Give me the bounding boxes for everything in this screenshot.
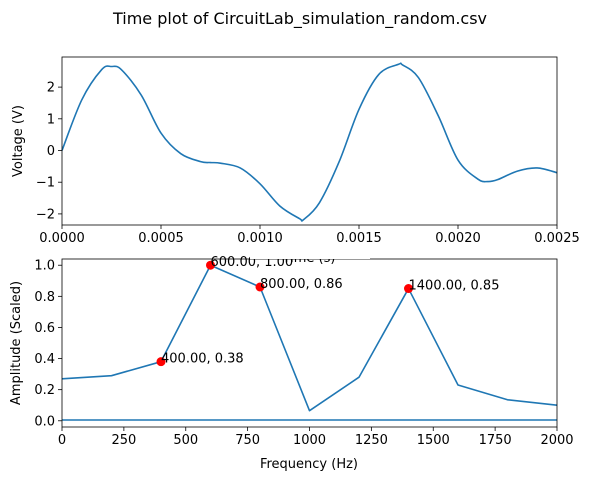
time-plot-series bbox=[61, 62, 558, 222]
frequency-plot-xtick-label: 750 bbox=[235, 433, 260, 448]
time-plot: 0.0000 0.0005 0.0010 0.0015 0.0020 0.0025 2 1 0 −… bbox=[11, 56, 580, 246]
time-plot-frame bbox=[61, 56, 558, 226]
frequency-plot-ytick-label: 1.0 bbox=[34, 259, 55, 274]
time-plot-xtick-label: 0.0010 bbox=[237, 231, 283, 246]
time-plot-ytick-label: 0 bbox=[47, 144, 55, 159]
time-plot-ytick-label: −1 bbox=[36, 176, 55, 191]
time-plot-ylabel: Voltage (V) bbox=[11, 105, 26, 177]
frequency-plot-ytick-label: 0.4 bbox=[34, 352, 55, 367]
frequency-plot-xtick-label: 500 bbox=[173, 433, 198, 448]
frequency-plot-ytick-label: 0.8 bbox=[34, 290, 55, 305]
frequency-plot-series-line-0 bbox=[61, 264, 558, 412]
time-plot-xtick-label: 0.0005 bbox=[138, 231, 184, 246]
frequency-plot-peak-marker bbox=[404, 284, 413, 294]
frequency-plot-xlabel: Frequency (Hz) bbox=[260, 457, 358, 472]
time-plot-xtick-label: 0.0000 bbox=[39, 231, 85, 246]
frequency-plot-peak-label: 400.00, 0.38 bbox=[161, 352, 244, 367]
frequency-plot-xtick-label: 1500 bbox=[417, 433, 450, 448]
time-plot-xlabel-group: Time (s) bbox=[250, 250, 370, 266]
time-plot-xtick-label: 0.0025 bbox=[534, 231, 580, 246]
frequency-plot-ytick-label: 0.6 bbox=[34, 321, 55, 336]
frequency-plot-ylabel: Amplitude (Scaled) bbox=[9, 281, 24, 405]
time-plot-ytick-label: −2 bbox=[36, 207, 55, 222]
frequency-plot-xtick-label: 250 bbox=[111, 433, 136, 448]
frequency-plot-peak-marker bbox=[255, 282, 265, 292]
frequency-plot-xtick-label: 1000 bbox=[293, 433, 326, 448]
figure-title: Time plot of CircuitLab_simulation_rando… bbox=[112, 9, 487, 29]
frequency-plot-xtick-label: 1750 bbox=[479, 433, 512, 448]
time-plot-xtick-label: 0.0015 bbox=[336, 231, 382, 246]
time-plot-series-line-0 bbox=[61, 62, 558, 222]
time-plot-xtick-label: 0.0020 bbox=[435, 231, 481, 246]
frequency-plot-peak-marker bbox=[206, 260, 215, 270]
frequency-plot-ticks: 0 250 500 750 1000 1250 1500 1750 2000 1.0 0.8 0.6 0… bbox=[34, 259, 573, 448]
time-plot-xlabel-mask bbox=[250, 250, 370, 259]
time-plot-ticks: 0.0000 0.0005 0.0010 0.0015 0.0020 0.0025 2 1 0 −… bbox=[36, 81, 580, 246]
time-plot-ytick-label: 1 bbox=[47, 112, 55, 127]
frequency-plot-ytick-label: 0.0 bbox=[34, 414, 55, 429]
frequency-plot-peak-label: 1400.00, 0.85 bbox=[409, 279, 500, 294]
frequency-plot-xtick-label: 1250 bbox=[355, 433, 388, 448]
frequency-plot-peak-marker bbox=[156, 357, 166, 367]
frequency-plot-xtick-label: 0 bbox=[58, 433, 66, 448]
frequency-plot-ytick-label: 0.2 bbox=[34, 383, 55, 398]
frequency-plot-xtick-label: 2000 bbox=[540, 433, 573, 448]
time-plot-ytick-label: 2 bbox=[47, 81, 55, 96]
frequency-plot-peak-label: 800.00, 0.86 bbox=[260, 277, 343, 292]
frequency-plot-series bbox=[61, 264, 558, 421]
